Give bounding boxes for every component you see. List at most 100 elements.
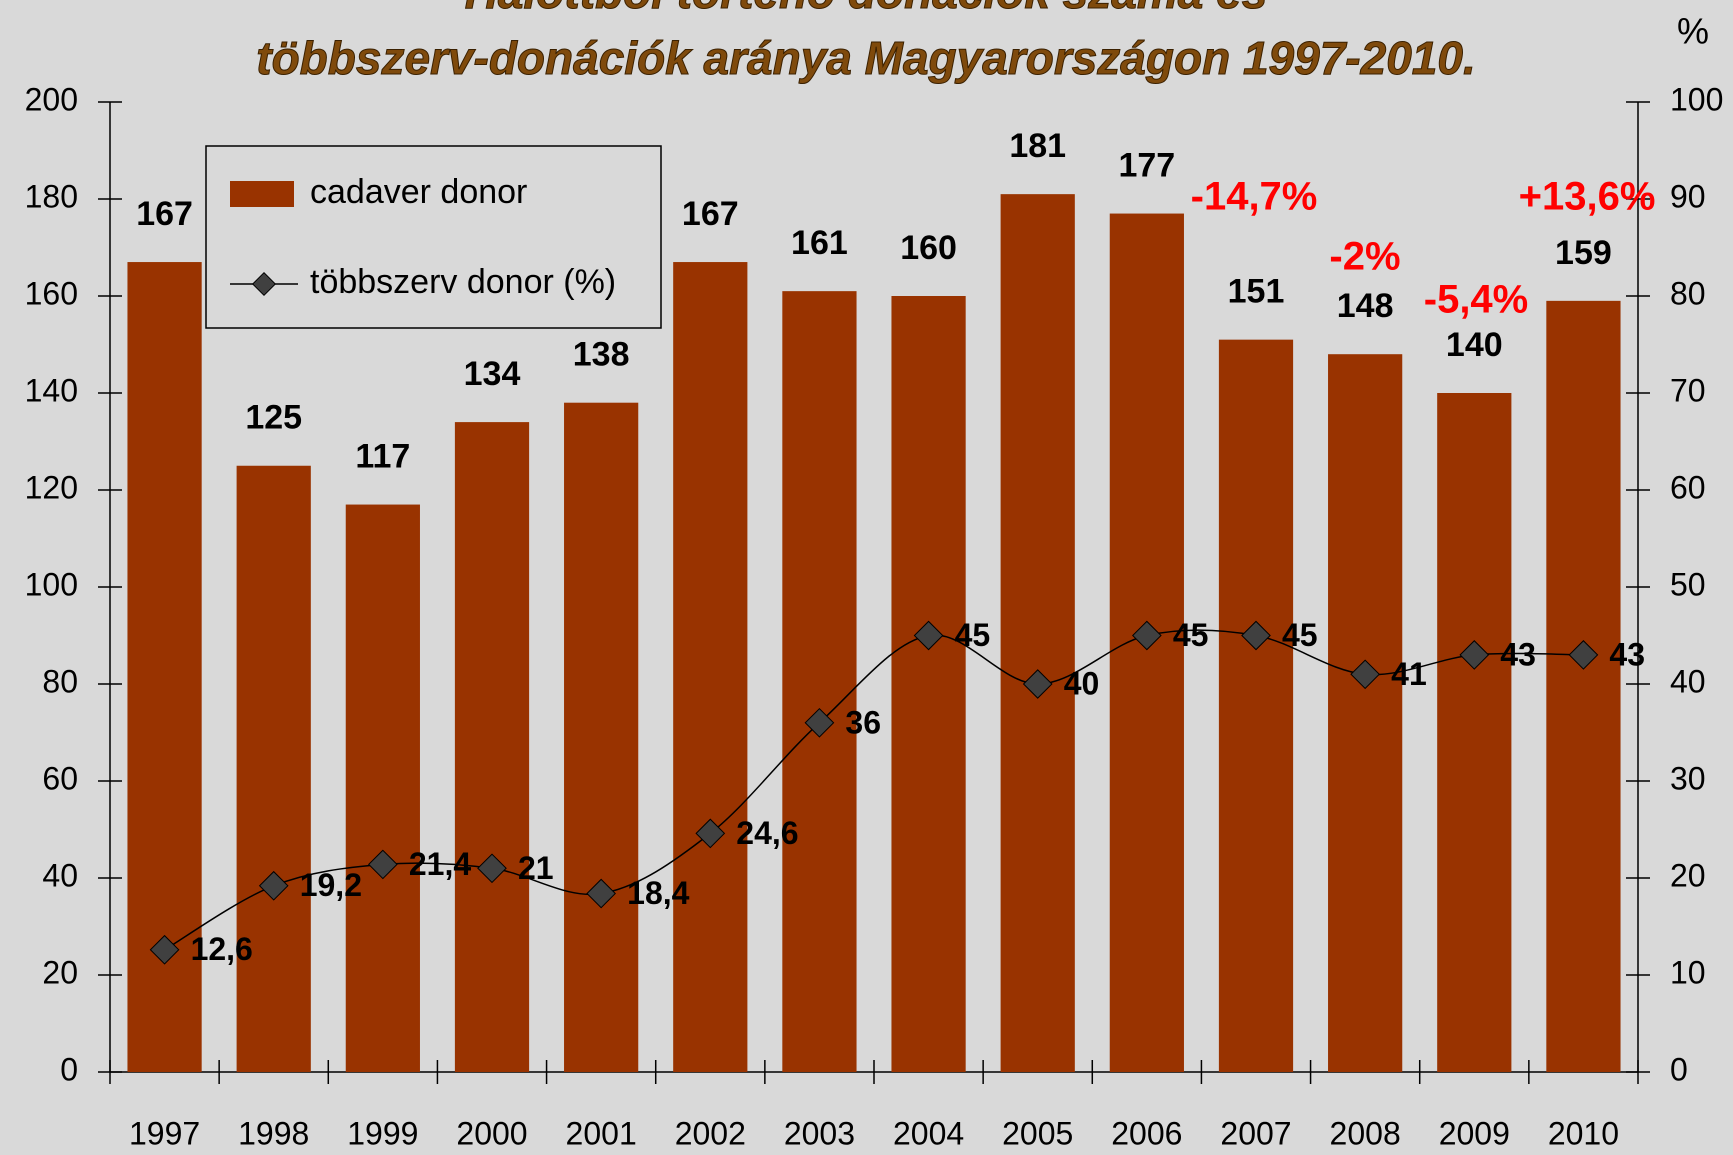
x-tick-label: 2002 (675, 1115, 746, 1151)
bar-value-label: 140 (1446, 326, 1503, 364)
bar (1218, 339, 1294, 1072)
annotation: -5,4% (1424, 278, 1529, 322)
line-marker (1568, 640, 1599, 670)
bar-value-label: 117 (355, 438, 410, 476)
legend-label: többszerv donor (%) (310, 263, 616, 301)
y-tick-label: 120 (25, 469, 78, 505)
y-tick-label: 60 (42, 760, 78, 796)
y-tick-label: 0 (60, 1051, 78, 1087)
line-value-label: 24,6 (736, 815, 798, 851)
line-value-label: 45 (1282, 617, 1318, 653)
y2-tick-label: 50 (1670, 566, 1706, 602)
line-value-label: 40 (1064, 665, 1100, 701)
line-value-label: 21,4 (409, 846, 471, 882)
line-value-label: 43 (1500, 636, 1536, 672)
x-tick-label: 1997 (129, 1115, 200, 1151)
bar-value-label: 167 (682, 195, 739, 233)
bar (891, 296, 966, 1072)
x-tick-label: 2006 (1111, 1115, 1182, 1151)
y2-tick-label: 40 (1670, 663, 1706, 699)
line-marker (913, 620, 944, 651)
x-tick-label: 1999 (347, 1115, 418, 1151)
x-tick-label: 2000 (456, 1115, 527, 1151)
x-tick-label: 2003 (784, 1115, 855, 1151)
bar (1437, 393, 1512, 1072)
y2-tick-label: 90 (1670, 178, 1706, 214)
line-value-label: 45 (1173, 617, 1209, 653)
bar-value-label: 159 (1555, 234, 1612, 272)
y2-tick-label: 20 (1670, 857, 1706, 893)
y-tick-label: 100 (25, 566, 78, 602)
line-marker (1132, 620, 1162, 651)
x-tick-label: 1998 (238, 1115, 309, 1151)
bar (1328, 354, 1403, 1072)
line-value-label: 19,2 (300, 867, 362, 903)
chart-subtitle: többszerv-donációk aránya Magyarországon… (256, 32, 1475, 84)
x-tick-label: 2004 (893, 1115, 964, 1151)
bar-value-label: 181 (1009, 127, 1066, 165)
bar-value-label: 151 (1228, 273, 1285, 311)
bar (673, 262, 748, 1072)
y-tick-label: 80 (42, 663, 78, 699)
bar-value-label: 161 (791, 224, 848, 262)
bar-value-label: 177 (1118, 147, 1175, 185)
y2-tick-label: 30 (1670, 760, 1706, 796)
y2-tick-label: 60 (1670, 469, 1706, 505)
line-marker (149, 934, 180, 965)
y-tick-label: 160 (25, 275, 78, 311)
legend-swatch (230, 181, 294, 207)
line-marker (804, 707, 835, 738)
y2-tick-label: 70 (1670, 372, 1706, 408)
line-marker (1459, 640, 1490, 670)
line-marker (695, 818, 726, 849)
bar (782, 291, 857, 1072)
line-marker (477, 853, 507, 884)
bar-value-label: 148 (1337, 287, 1394, 325)
y2-tick-label: 80 (1670, 275, 1706, 311)
line-marker (368, 849, 398, 880)
line-marker (586, 878, 616, 909)
line-value-label: 12,6 (191, 931, 253, 967)
bar-value-label: 125 (245, 399, 302, 437)
x-tick-label: 2010 (1548, 1115, 1619, 1151)
legend-box (205, 145, 662, 329)
line-value-label: 45 (955, 617, 991, 653)
annotation: -14,7% (1191, 175, 1318, 219)
x-tick-label: 2005 (1002, 1115, 1073, 1151)
y2-tick-label: 10 (1670, 954, 1706, 990)
bar-value-label: 138 (573, 336, 630, 374)
x-tick-label: 2008 (1330, 1115, 1401, 1151)
line-value-label: 36 (845, 704, 881, 740)
line-value-label: 21 (518, 850, 554, 886)
y2-axis-label: % (1677, 11, 1709, 52)
bar (564, 402, 639, 1072)
annotation: -2% (1329, 235, 1400, 279)
y-tick-label: 20 (42, 954, 78, 990)
line-value-label: 18,4 (627, 875, 689, 911)
chart-title: Halottból történő donációk száma és (465, 0, 1268, 18)
y2-tick-label: 0 (1670, 1051, 1688, 1087)
line-marker (258, 870, 289, 901)
bar (236, 465, 311, 1072)
bar-value-label: 160 (900, 229, 957, 267)
bar (1000, 194, 1075, 1072)
y-tick-label: 200 (25, 81, 78, 117)
bar (1546, 300, 1621, 1073)
bar-value-label: 167 (136, 195, 193, 233)
y2-tick-label: 100 (1670, 81, 1723, 117)
line-value-label: 43 (1609, 636, 1645, 672)
y-tick-label: 180 (25, 178, 78, 214)
legend-marker (251, 271, 277, 297)
legend-label: cadaver donor (310, 173, 527, 211)
bar-value-label: 134 (464, 355, 521, 393)
bar (345, 504, 420, 1072)
bar (454, 422, 530, 1073)
x-tick-label: 2001 (566, 1115, 637, 1151)
line-value-label: 41 (1391, 656, 1427, 692)
line-marker (1022, 669, 1053, 699)
line (164, 629, 1584, 951)
x-tick-label: 2009 (1439, 1115, 1510, 1151)
y-tick-label: 40 (42, 857, 78, 893)
